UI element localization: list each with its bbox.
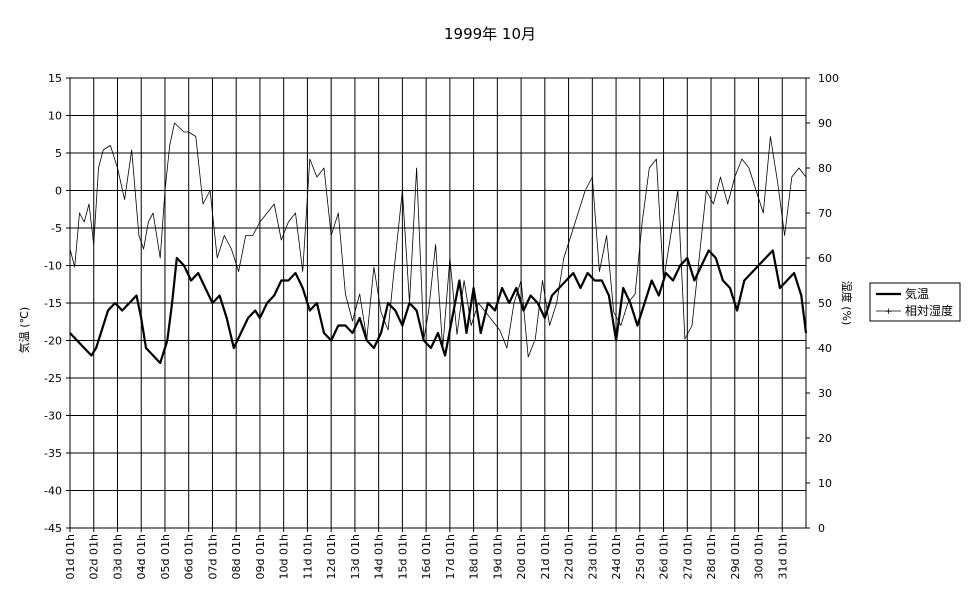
x-tick-label: 20d 01h — [515, 534, 528, 579]
y2-tick-label: 60 — [818, 252, 832, 265]
x-tick-label: 23d 01h — [586, 534, 599, 579]
x-tick-label: 28d 01h — [705, 534, 718, 579]
y-tick-label: -20 — [44, 335, 62, 348]
legend-box — [869, 282, 961, 322]
y2-tick-label: 100 — [818, 72, 839, 85]
x-tick-label: 13d 01h — [349, 534, 362, 579]
series-lines — [69, 122, 808, 365]
x-tick-label: 29d 01h — [729, 534, 742, 579]
x-tick-label: 08d 01h — [230, 534, 243, 579]
y2-tick-label: 70 — [818, 207, 832, 220]
legend-label-humidity: 相対湿度 — [905, 303, 953, 318]
x-tick-label: 05d 01h — [159, 534, 172, 579]
x-tick-label: 17d 01h — [444, 534, 457, 579]
x-tick-label: 30d 01h — [753, 534, 766, 579]
y-axis-ticks: 15 10 5 0 -5 -10 -15 -20 -25 -30 -35 -40 -45 — [44, 72, 70, 535]
y-tick-label: -25 — [44, 372, 62, 385]
y-tick-label: -35 — [44, 447, 62, 460]
legend-marker-humidity: + — [885, 307, 893, 317]
x-tick-label: 04d 01h — [135, 534, 148, 579]
temperature-line — [69, 249, 808, 365]
x-tick-label: 14d 01h — [373, 534, 386, 579]
y-tick-label: -45 — [44, 522, 62, 535]
x-tick-label: 01d 01h — [64, 534, 77, 579]
y-tick-label: 0 — [55, 185, 62, 198]
x-tick-label: 24d 01h — [610, 534, 623, 579]
y2-tick-label: 20 — [818, 432, 832, 445]
legend-label-temp: 気温 — [905, 286, 929, 301]
y-tick-label: 5 — [55, 147, 62, 160]
x-tick-label: 16d 01h — [420, 534, 433, 579]
x-tick-label: 03d 01h — [111, 534, 124, 579]
x-tick-label: 22d 01h — [563, 534, 576, 579]
y-tick-label: -10 — [44, 260, 62, 273]
humidity-line — [69, 122, 807, 358]
y-axis-label: 気温 (℃) — [17, 307, 31, 353]
y-tick-label: -5 — [51, 222, 62, 235]
x-axis-ticks: 01d 01h 02d 01h 03d 01h 04d 01h 05d 01h 06d 0… — [64, 528, 789, 579]
y2-tick-label: 90 — [818, 117, 832, 130]
x-tick-label: 25d 01h — [634, 534, 647, 579]
x-tick-label: 15d 01h — [396, 534, 409, 579]
x-tick-label: 09d 01h — [254, 534, 267, 579]
x-tick-label: 19d 01h — [491, 534, 504, 579]
x-tick-label: 02d 01h — [88, 534, 101, 579]
x-tick-label: 26d 01h — [658, 534, 671, 579]
y2-axis-label: 湿度 (%) — [840, 281, 854, 326]
x-tick-label: 10d 01h — [278, 534, 291, 579]
x-tick-label: 27d 01h — [681, 534, 694, 579]
y2-tick-label: 0 — [818, 522, 825, 535]
x-tick-label: 11d 01h — [301, 534, 314, 579]
y2-tick-label: 10 — [818, 477, 832, 490]
chart-title: 1999年 10月 — [444, 25, 536, 43]
y2-tick-label: 40 — [818, 342, 832, 355]
y-tick-label: -15 — [44, 297, 62, 310]
x-tick-label: 18d 01h — [468, 534, 481, 579]
grid — [69, 77, 807, 529]
y2-tick-label: 50 — [818, 297, 832, 310]
y-tick-label: -40 — [44, 485, 62, 498]
y2-tick-label: 30 — [818, 387, 832, 400]
x-tick-label: 31d 01h — [776, 534, 789, 579]
x-tick-label: 12d 01h — [325, 534, 338, 579]
x-tick-label: 07d 01h — [206, 534, 219, 579]
y-tick-label: -30 — [44, 410, 62, 423]
x-tick-label: 06d 01h — [183, 534, 196, 579]
y-tick-label: 15 — [48, 72, 62, 85]
x-tick-label: 21d 01h — [539, 534, 552, 579]
legend: 気温 + 相対湿度 — [869, 282, 961, 322]
y-tick-label: 10 — [48, 110, 62, 123]
y2-tick-label: 80 — [818, 162, 832, 175]
